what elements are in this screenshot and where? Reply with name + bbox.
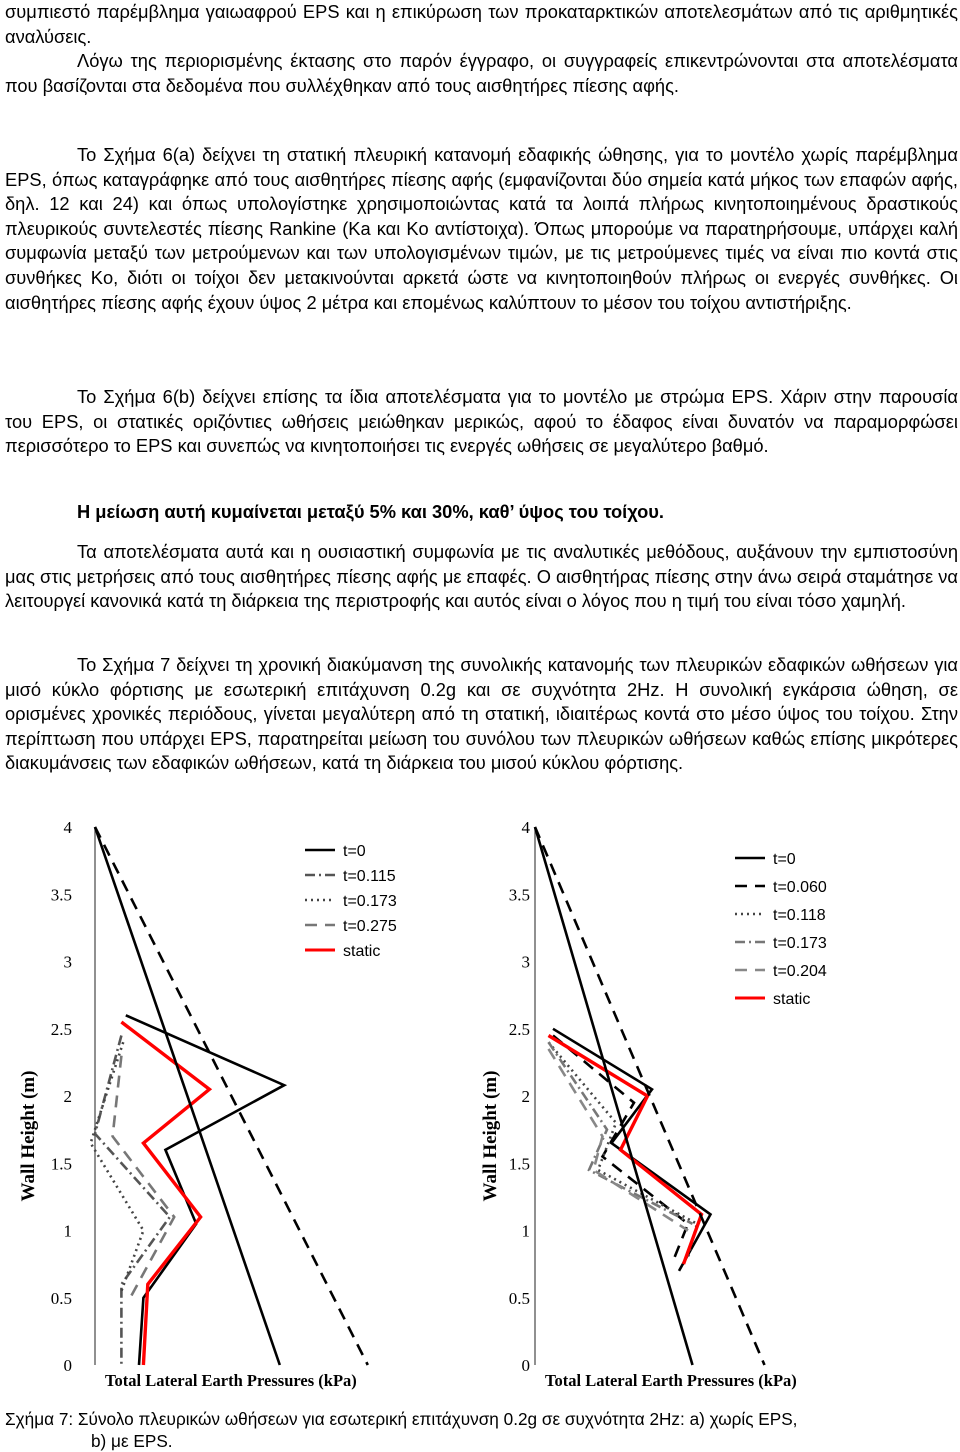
y-tick-label: 3	[522, 953, 531, 972]
reference-line	[533, 826, 766, 1366]
y-tick-label: 0.5	[509, 1289, 530, 1308]
chart-panel-a: 0 0.5 1 1.5 2 2.5 3 3.5 4 Wall Height (m) Total La…	[0, 810, 480, 1395]
legend-label: t=0.118	[773, 907, 826, 924]
y-axis-title: Wall Height (m)	[480, 1071, 501, 1202]
paragraph-figure-6a: Το Σχήμα 6(a) δείχνει τη στατική πλευρικ…	[5, 144, 958, 313]
y-tick-label: 0	[64, 1356, 73, 1375]
y-tick-label: 4	[64, 818, 73, 837]
paragraph-figure-6b: Το Σχήμα 6(b) δείχνει επίσης τα ίδια απο…	[5, 386, 958, 457]
reference-line	[533, 826, 694, 1366]
caption-line-1: Σχήμα 7: Σύνολο πλευρικών ωθήσεων για εσ…	[5, 1409, 798, 1429]
legend-label: t=0	[773, 851, 796, 868]
legend-box	[729, 840, 959, 1018]
y-tick-label: 0.5	[51, 1289, 72, 1308]
y-tick-label: 4	[522, 818, 531, 837]
legend-label: static	[343, 943, 380, 960]
series-line-4	[547, 1048, 689, 1232]
legend-label: static	[773, 991, 810, 1008]
legend-label: t=0.060	[773, 879, 827, 896]
paragraph-figure-7: Το Σχήμα 7 δείχνει τη χρονική διακύμανση…	[5, 654, 958, 774]
series-line-4	[120, 1020, 213, 1366]
y-tick-label: 1.5	[51, 1154, 72, 1173]
chart-panel-b: 0 0.5 1 1.5 2 2.5 3 3.5 4 Wall Height (m) Total La…	[470, 810, 960, 1395]
paragraph-intro-continued: συμπιεστό παρέμβλημα γαιωαφρού EPS και η…	[5, 1, 958, 47]
x-axis-title: Total Lateral Earth Pressures (kPa)	[545, 1371, 797, 1390]
series-line-0	[125, 1014, 288, 1366]
y-tick-label: 3	[64, 953, 73, 972]
paragraph-reduction-bold: Η μείωση αυτή κυμαίνεται μεταξύ 5% και 3…	[77, 501, 664, 522]
y-tick-label: 1	[522, 1222, 531, 1241]
legend-label: t=0.173	[343, 893, 397, 910]
legend-label: t=0	[343, 843, 366, 860]
y-tick-label: 2.5	[51, 1020, 72, 1039]
figure-caption: Σχήμα 7: Σύνολο πλευρικών ωθήσεων για εσ…	[5, 1408, 960, 1452]
y-tick-label: 0	[522, 1356, 531, 1375]
chart-b-svg: 0 0.5 1 1.5 2 2.5 3 3.5 4 Wall Height (m) Total La…	[480, 818, 959, 1390]
legend-label: t=0.173	[773, 935, 827, 952]
reference-line	[93, 826, 369, 1366]
series-line-1	[93, 1035, 172, 1365]
paragraph-agreement: Τα αποτελέσματα αυτά και η ουσιαστική συ…	[5, 541, 958, 612]
series-line-0	[552, 1027, 713, 1272]
series-line-3	[547, 1041, 694, 1225]
y-tick-label: 3.5	[51, 885, 72, 904]
y-tick-label: 2	[64, 1087, 73, 1106]
x-axis-title: Total Lateral Earth Pressures (kPa)	[105, 1371, 357, 1390]
y-tick-label: 1	[64, 1222, 73, 1241]
y-axis-title: Wall Height (m)	[18, 1071, 39, 1202]
legend-label: t=0.275	[343, 918, 397, 935]
series-line-3	[111, 1055, 176, 1299]
legend-label: t=0.204	[773, 963, 827, 980]
paragraph-scope: Λόγω της περιορισμένης έκτασης στο παρόν…	[5, 50, 958, 96]
y-tick-label: 3.5	[509, 885, 530, 904]
y-tick-label: 1.5	[509, 1154, 530, 1173]
series-line-2	[89, 1041, 145, 1292]
series-line-1	[552, 1034, 690, 1258]
chart-a-svg: 0 0.5 1 1.5 2 2.5 3 3.5 4 Wall Height (m) Total La…	[18, 818, 480, 1390]
y-tick-label: 2.5	[509, 1020, 530, 1039]
legend-label: t=0.115	[343, 868, 396, 885]
reference-line	[93, 826, 282, 1366]
series-line-5	[547, 1034, 704, 1265]
y-tick-label: 2	[522, 1087, 531, 1106]
caption-line-2: b) με EPS.	[91, 1431, 173, 1451]
